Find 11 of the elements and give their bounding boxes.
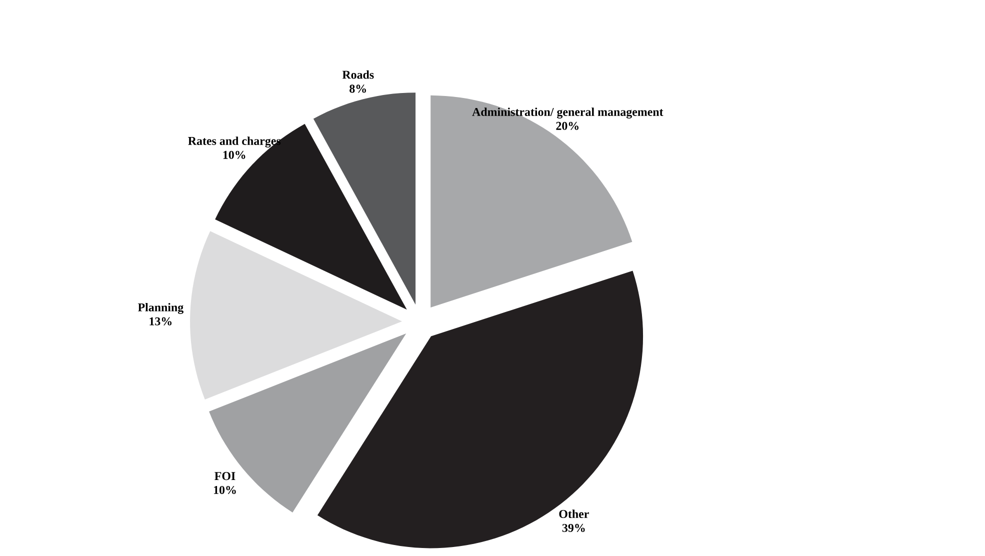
slice-label: Roads (342, 70, 374, 79)
data-label: 8% (350, 84, 366, 93)
slice-label: Administration/ general management (472, 108, 664, 119)
slice-label: Other (559, 510, 589, 518)
slice-label: FOI (214, 472, 236, 480)
data-label: 10% (214, 486, 236, 494)
data-label: 39% (562, 524, 585, 532)
data-label: 10% (223, 150, 246, 159)
data-label: 13% (150, 317, 172, 326)
slice-label: Planning (138, 303, 184, 314)
data-label: 20% (556, 122, 578, 130)
